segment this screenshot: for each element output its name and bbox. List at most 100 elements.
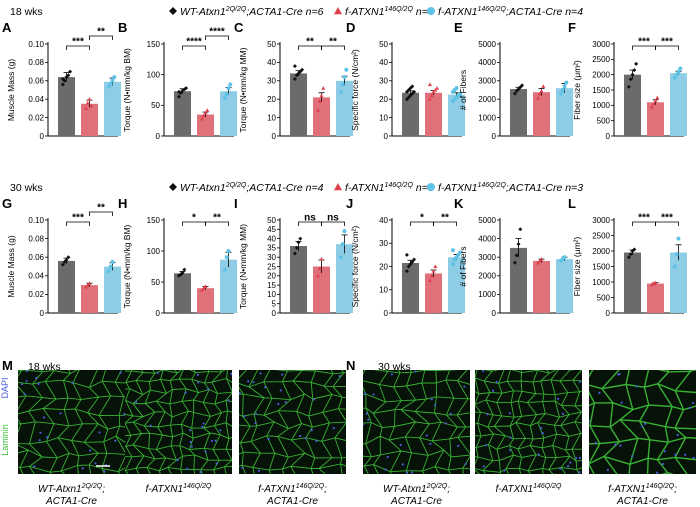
significance-label: ** xyxy=(213,213,221,224)
panel-letter: A xyxy=(2,20,12,35)
data-point xyxy=(340,242,345,247)
y-axis-label: Torque (N•mm/kg MM) xyxy=(238,224,248,309)
data-point xyxy=(630,72,635,77)
fiber-network xyxy=(18,370,125,474)
panel-d: D 0 10 20 30 40 50 Specific force (N/cm²) xyxy=(346,20,465,141)
dapi-nucleus xyxy=(201,425,204,428)
fiber-network xyxy=(363,370,470,474)
data-point xyxy=(537,91,542,96)
data-point xyxy=(203,284,208,288)
caption-sup: 146Q/2Q xyxy=(183,483,212,490)
data-point xyxy=(292,64,297,69)
y-tick-label: 0 xyxy=(492,309,497,318)
dapi-nucleus xyxy=(149,424,152,427)
data-point xyxy=(653,280,658,285)
legend-label: f-ATXN1 xyxy=(438,182,477,194)
data-point xyxy=(404,269,409,274)
laminin-stain xyxy=(239,370,346,474)
caption-sup: 146Q/2Q xyxy=(296,483,325,490)
dapi-nucleus xyxy=(482,370,485,373)
dapi-nucleus xyxy=(189,440,192,444)
y-tick-label: 150 xyxy=(147,216,161,225)
data-point xyxy=(184,86,189,91)
bar xyxy=(197,288,214,313)
caption-suffix: ; xyxy=(447,484,450,495)
panel-letter: N xyxy=(346,358,355,373)
dapi-nucleus xyxy=(281,373,284,376)
significance-bracket xyxy=(321,45,345,50)
data-point xyxy=(319,257,324,261)
data-point xyxy=(433,264,438,269)
data-point xyxy=(674,252,679,257)
micrograph-tile xyxy=(475,370,582,474)
data-point xyxy=(450,248,455,253)
y-tick-label: 1500 xyxy=(592,86,610,95)
dapi-nucleus xyxy=(386,455,389,459)
data-point xyxy=(294,245,299,250)
bar xyxy=(336,244,353,313)
caption-sup: 2Q/2Q xyxy=(81,483,103,490)
laminin-stain xyxy=(589,370,696,474)
y-axis-label: # of Fibers xyxy=(458,246,468,286)
y-tick-label: 0 xyxy=(40,132,45,141)
dapi-nucleus xyxy=(676,433,679,437)
data-point xyxy=(539,88,544,93)
y-tick-label: 40 xyxy=(267,58,276,67)
data-point xyxy=(454,86,459,91)
dapi-nucleus xyxy=(411,471,414,474)
significance-label: *** xyxy=(661,37,673,48)
y-tick-label: 1500 xyxy=(592,262,610,271)
significance-label: ** xyxy=(329,37,337,48)
data-point xyxy=(429,273,434,278)
dapi-nucleus xyxy=(267,437,270,441)
data-point xyxy=(300,67,305,72)
data-point xyxy=(653,98,658,103)
significance-label: **** xyxy=(186,37,202,48)
y-tick-label: 20 xyxy=(267,272,276,281)
data-point xyxy=(199,116,204,121)
significance-bracket xyxy=(182,45,206,50)
bar xyxy=(533,260,550,313)
panel-e: E 0 1000 2000 3000 4000 5000 # of Fibers xyxy=(454,20,573,141)
dapi-nucleus xyxy=(71,381,74,384)
y-tick-label: 100 xyxy=(147,247,161,256)
data-point xyxy=(108,264,113,269)
dapi-nucleus xyxy=(284,400,287,404)
dapi-nucleus xyxy=(399,443,402,447)
y-tick-label: 20 xyxy=(379,262,388,271)
dapi-nucleus xyxy=(444,422,447,425)
data-point xyxy=(222,267,227,272)
y-tick-label: 0 xyxy=(40,309,45,318)
y-tick-label: 0.10 xyxy=(28,40,44,49)
y-tick-label: 40 xyxy=(379,58,388,67)
bar xyxy=(556,259,573,313)
micrograph-tile xyxy=(363,370,470,474)
dapi-nucleus xyxy=(38,439,41,442)
panel-letter: C xyxy=(234,20,244,35)
dapi-nucleus xyxy=(188,429,192,432)
y-tick-label: 1000 xyxy=(478,113,496,122)
y-tick-label: 0.02 xyxy=(28,290,44,299)
y-tick-label: 15 xyxy=(267,281,276,290)
data-point xyxy=(89,103,94,108)
dapi-nucleus xyxy=(254,412,258,415)
dapi-nucleus xyxy=(103,470,106,473)
panel-letter: G xyxy=(2,196,12,211)
significance-label: ** xyxy=(306,37,314,48)
y-tick-label: 10 xyxy=(379,113,388,122)
y-tick-label: 0.08 xyxy=(28,234,44,243)
y-tick-label: 500 xyxy=(597,293,611,302)
data-point xyxy=(427,97,432,101)
laminin-label: Laminin xyxy=(0,424,10,456)
data-point xyxy=(199,288,204,292)
dapi-nucleus xyxy=(37,382,40,385)
dapi-nucleus xyxy=(429,442,432,445)
y-tick-label: 5000 xyxy=(478,40,496,49)
bar xyxy=(81,103,98,136)
data-point xyxy=(222,95,227,100)
significance-bracket xyxy=(66,45,90,50)
y-axis-label: Specific force (N/cm²) xyxy=(350,225,360,307)
panel-letter: H xyxy=(118,196,127,211)
data-point xyxy=(535,96,540,100)
